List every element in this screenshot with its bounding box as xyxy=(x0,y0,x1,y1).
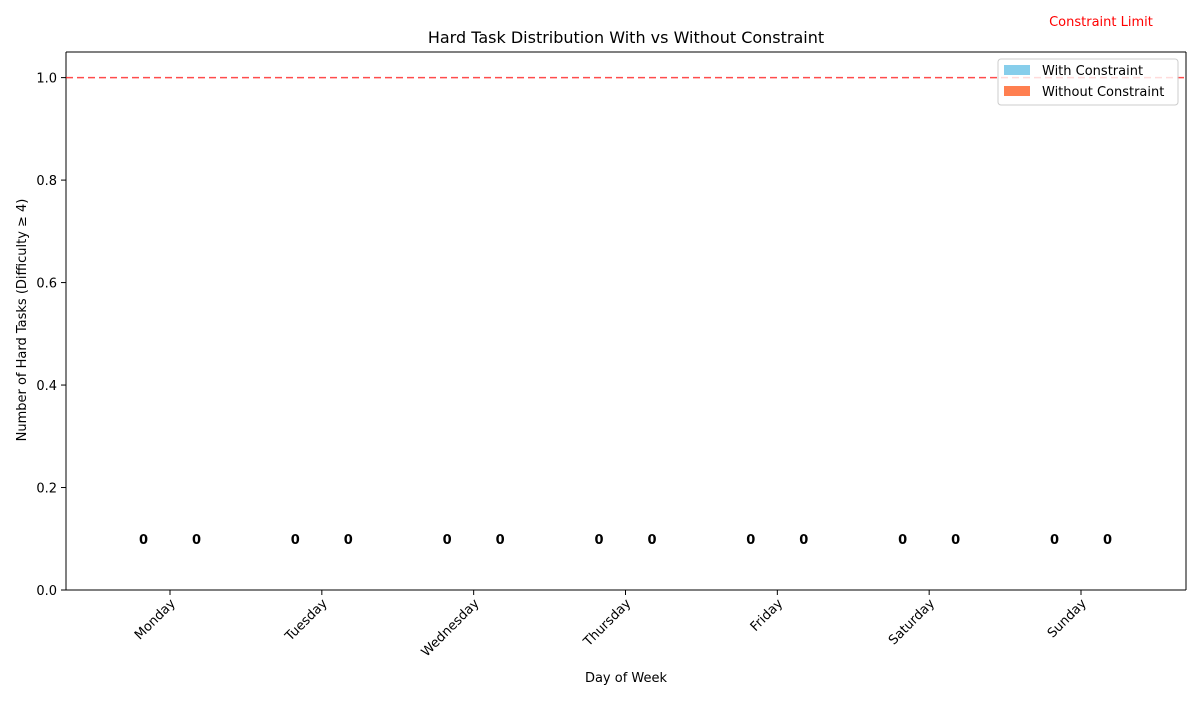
x-tick-label: Monday xyxy=(132,596,179,643)
bar-value-label: 0 xyxy=(344,533,353,548)
bar-value-label: 0 xyxy=(898,533,907,548)
x-tick-label: Friday xyxy=(748,596,787,635)
x-tick-label: Thursday xyxy=(580,596,634,650)
plot-frame xyxy=(65,51,1187,591)
bar-value-label: 0 xyxy=(1050,533,1059,548)
reference-line-label: Constraint Limit xyxy=(1049,15,1153,30)
bar-value-label: 0 xyxy=(746,533,755,548)
y-tick-label: 0.0 xyxy=(36,584,57,599)
bar-value-label: 0 xyxy=(647,533,656,548)
bar-value-label: 0 xyxy=(443,533,452,548)
bar-value-label: 0 xyxy=(139,533,148,548)
bar-value-label: 0 xyxy=(291,533,300,548)
x-tick-label: Sunday xyxy=(1045,596,1090,641)
legend-label: Without Constraint xyxy=(1042,85,1164,100)
bar-value-label: 0 xyxy=(799,533,808,548)
legend-swatch xyxy=(1004,65,1030,75)
bar-value-label: 0 xyxy=(192,533,201,548)
y-tick-label: 0.8 xyxy=(36,174,57,189)
x-tick-label: Tuesday xyxy=(282,596,331,645)
legend: With Constraint Without Constraint xyxy=(997,58,1179,106)
x-tick-label: Wednesday xyxy=(419,596,483,660)
y-tick-label: 1.0 xyxy=(36,72,57,87)
bar-value-label: 0 xyxy=(594,533,603,548)
legend-label: With Constraint xyxy=(1042,64,1143,79)
x-tick-label: Saturday xyxy=(886,596,938,648)
y-tick-label: 0.6 xyxy=(36,277,57,292)
legend-swatch xyxy=(1004,86,1030,96)
bar-value-label: 0 xyxy=(951,533,960,548)
bar-value-label: 0 xyxy=(496,533,505,548)
chart-title: Hard Task Distribution With vs Without C… xyxy=(428,28,824,47)
y-axis-label: Number of Hard Tasks (Difficulty ≥ 4) xyxy=(15,199,30,442)
x-axis-label: Day of Week xyxy=(585,671,668,686)
legend-box xyxy=(997,58,1179,106)
y-tick-label: 0.2 xyxy=(36,482,57,497)
y-tick-label: 0.4 xyxy=(36,379,57,394)
bar-value-label: 0 xyxy=(1103,533,1112,548)
